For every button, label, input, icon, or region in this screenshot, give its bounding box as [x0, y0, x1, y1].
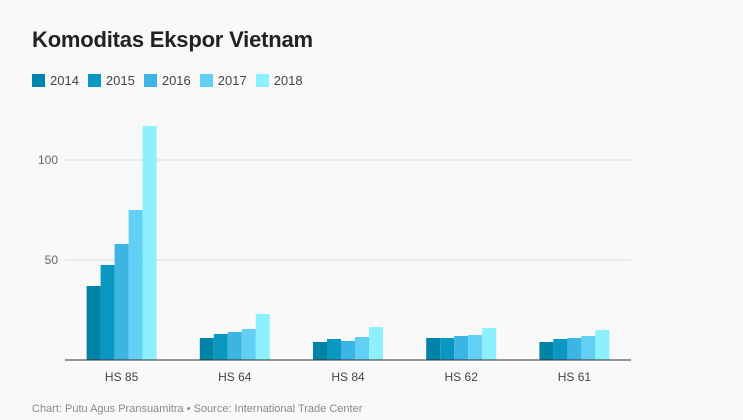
bar-chart: 50 100 HS 85 HS 64 HS 84 HS 62 HS 61 [38, 126, 631, 384]
bar [567, 338, 582, 360]
legend-item: 2018 [255, 73, 303, 88]
legend-item: 2017 [199, 73, 247, 88]
x-tick-label: HS 84 [331, 370, 365, 384]
y-tick-label: 100 [38, 153, 58, 167]
y-tick-label: 50 [45, 253, 59, 267]
bar [369, 327, 383, 360]
bar [199, 338, 214, 360]
chart-footer: Chart: Putu Agus Pransuamitra • Source: … [32, 403, 363, 415]
bar [255, 314, 270, 360]
bar [114, 244, 129, 360]
bar [341, 341, 355, 360]
bar [227, 332, 242, 360]
bar [241, 329, 256, 360]
legend-label: 2014 [50, 73, 79, 88]
bar [468, 335, 483, 360]
x-tick-label: HS 85 [105, 370, 139, 384]
legend-swatch [143, 74, 157, 87]
bar [426, 338, 441, 360]
bar [454, 336, 469, 360]
legend-swatch [32, 74, 45, 87]
legend-label: 2018 [273, 73, 303, 88]
bar [100, 265, 115, 360]
bar [553, 339, 568, 360]
legend-label: 2016 [161, 73, 191, 88]
legend-label: 2015 [105, 73, 135, 88]
bar [581, 336, 596, 360]
x-tick-label: HS 61 [558, 370, 592, 384]
bar [313, 342, 327, 360]
legend-label: 2017 [217, 73, 247, 88]
bar [440, 338, 455, 360]
x-tick-label: HS 64 [218, 370, 252, 384]
bar [595, 330, 610, 360]
bar [355, 337, 369, 360]
bar [86, 286, 101, 360]
x-tick-label: HS 62 [445, 370, 479, 384]
bar [128, 210, 143, 360]
legend-swatch [255, 74, 269, 87]
chart-legend: 2014 2015 2016 2017 2018 [32, 73, 312, 88]
chart-title: Komoditas Ekspor Vietnam [32, 27, 313, 52]
legend-swatch [199, 74, 213, 87]
legend-item: 2016 [143, 73, 191, 88]
legend-item: 2014 [32, 73, 79, 88]
legend-item: 2015 [87, 73, 135, 88]
bar [327, 339, 341, 360]
bar [482, 328, 497, 360]
legend-swatch [87, 74, 101, 87]
bar [539, 342, 554, 360]
bar [142, 126, 157, 360]
bar [213, 334, 228, 360]
